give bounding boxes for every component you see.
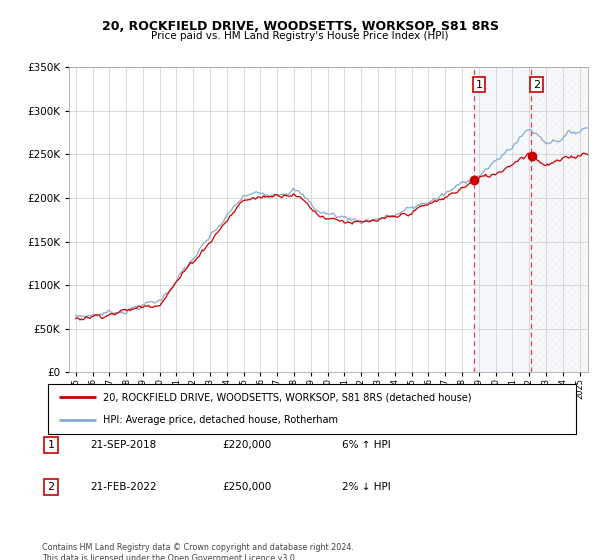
Text: 2: 2	[47, 482, 55, 492]
Text: 1: 1	[476, 80, 482, 90]
Bar	[532, 67, 588, 372]
Text: 20, ROCKFIELD DRIVE, WOODSETTS, WORKSOP, S81 8RS (detached house): 20, ROCKFIELD DRIVE, WOODSETTS, WORKSOP,…	[103, 392, 472, 402]
Text: £250,000: £250,000	[222, 482, 271, 492]
Text: HPI: Average price, detached house, Rotherham: HPI: Average price, detached house, Roth…	[103, 416, 338, 426]
Text: Contains HM Land Registry data © Crown copyright and database right 2024.
This d: Contains HM Land Registry data © Crown c…	[42, 543, 354, 560]
Text: 2: 2	[533, 80, 540, 90]
Text: 1: 1	[47, 440, 55, 450]
Bar	[532, 67, 588, 372]
FancyBboxPatch shape	[48, 384, 576, 434]
Text: 20, ROCKFIELD DRIVE, WOODSETTS, WORKSOP, S81 8RS: 20, ROCKFIELD DRIVE, WOODSETTS, WORKSOP,…	[101, 20, 499, 32]
Text: 2% ↓ HPI: 2% ↓ HPI	[342, 482, 391, 492]
Text: Price paid vs. HM Land Registry's House Price Index (HPI): Price paid vs. HM Land Registry's House …	[151, 31, 449, 41]
Text: £220,000: £220,000	[222, 440, 271, 450]
Text: 21-SEP-2018: 21-SEP-2018	[90, 440, 156, 450]
Text: 21-FEB-2022: 21-FEB-2022	[90, 482, 157, 492]
Text: 6% ↑ HPI: 6% ↑ HPI	[342, 440, 391, 450]
Bar	[474, 67, 532, 372]
